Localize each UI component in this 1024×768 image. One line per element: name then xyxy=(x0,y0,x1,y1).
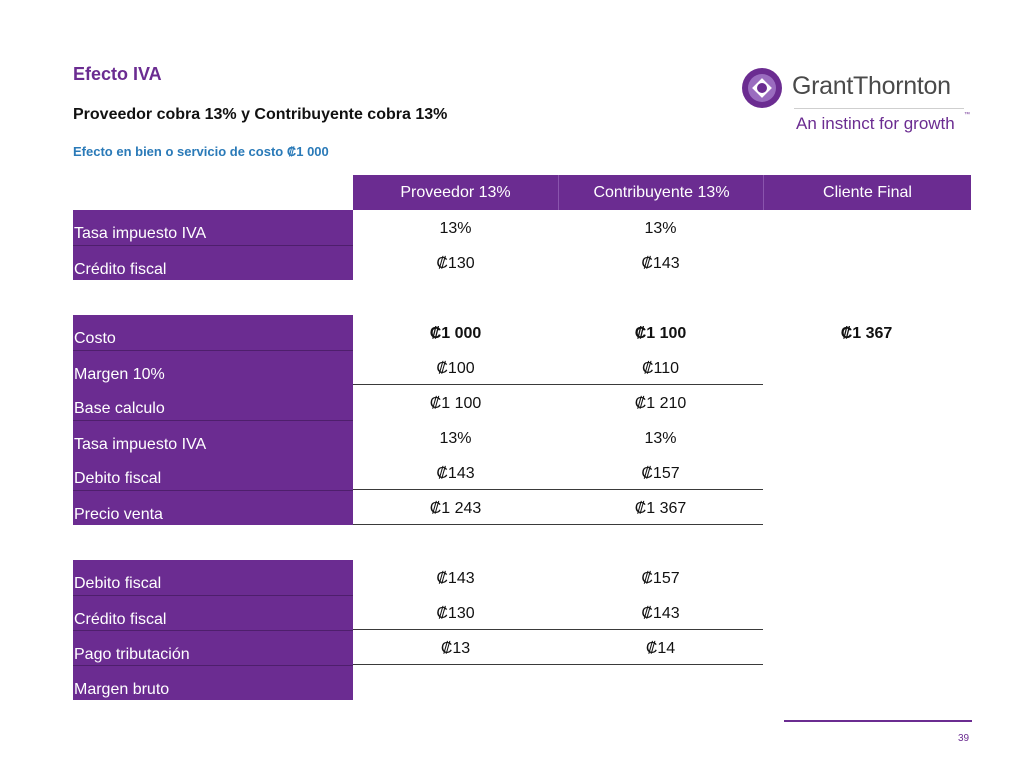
cell-value: ₡1 000 xyxy=(429,325,482,342)
header-cliente-final: Cliente Final xyxy=(763,175,971,210)
cell-value: ₡100 xyxy=(436,360,475,377)
cell-value: ₡157 xyxy=(641,570,680,587)
row-divider xyxy=(353,664,763,665)
cell-value: 13% xyxy=(644,220,677,237)
cost-note: Efecto en bien o servicio de costo ₡1 00… xyxy=(73,144,329,159)
slide-subtitle: Proveedor cobra 13% y Contribuyente cobr… xyxy=(73,106,448,123)
row-label-margen: Margen 10% xyxy=(73,350,353,385)
row-label-tasa-iva: Tasa impuesto IVA xyxy=(73,210,353,245)
cell-value: ₡1 243 xyxy=(429,500,482,517)
page-number: 39 xyxy=(958,733,970,744)
slide-title: Efecto IVA xyxy=(73,64,162,84)
cell-value: ₡13 xyxy=(440,640,471,657)
logo-divider xyxy=(794,108,964,109)
header-contribuyente: Contribuyente 13% xyxy=(558,175,764,210)
cell-value: 13% xyxy=(439,220,472,237)
logo-tagline: An instinct for growth xyxy=(796,114,955,133)
cell-value: ₡110 xyxy=(641,360,680,377)
cell-value: ₡143 xyxy=(436,465,475,482)
grant-thornton-logo: GrantThornton An instinct for growth ™ xyxy=(740,64,972,140)
row-divider xyxy=(353,489,763,490)
row-divider xyxy=(353,629,763,630)
row-label-credito-fiscal: Crédito fiscal xyxy=(73,245,353,280)
row-label-precio-venta: Precio venta xyxy=(73,490,353,525)
row-label-debito-fiscal: Debito fiscal xyxy=(73,560,353,595)
row-label-margen-bruto: Margen bruto xyxy=(73,665,353,700)
cell-value: ₡1 367 xyxy=(840,325,893,342)
row-label-costo: Costo xyxy=(73,315,353,350)
row-label-credito-fiscal: Crédito fiscal xyxy=(73,595,353,630)
cell-value: ₡143 xyxy=(436,570,475,587)
cell-value: ₡14 xyxy=(645,640,676,657)
row-label-base-calculo: Base calculo xyxy=(73,385,353,420)
cell-value: ₡1 100 xyxy=(429,395,482,412)
cell-value: ₡1 367 xyxy=(634,500,687,517)
cell-value: ₡1 100 xyxy=(634,325,687,342)
cell-value: 13% xyxy=(439,430,472,447)
row-divider xyxy=(353,524,763,525)
row-label-pago-tributacion: Pago tributación xyxy=(73,630,353,665)
grant-thornton-emblem-icon xyxy=(742,68,782,108)
logo-brand-text: GrantThornton xyxy=(792,72,951,100)
cell-value: ₡130 xyxy=(436,255,475,272)
cell-value: ₡143 xyxy=(641,255,680,272)
cell-value: 13% xyxy=(644,430,677,447)
footer-rule xyxy=(784,720,972,722)
header-proveedor: Proveedor 13% xyxy=(353,175,558,210)
cell-value: ₡143 xyxy=(641,605,680,622)
row-label-tasa-iva: Tasa impuesto IVA xyxy=(73,420,353,455)
cell-value: ₡1 210 xyxy=(634,395,687,412)
logo-trademark: ™ xyxy=(964,112,970,118)
cell-value: ₡130 xyxy=(436,605,475,622)
row-divider xyxy=(353,384,763,385)
row-label-debito-fiscal: Debito fiscal xyxy=(73,455,353,490)
cell-value: ₡157 xyxy=(641,465,680,482)
